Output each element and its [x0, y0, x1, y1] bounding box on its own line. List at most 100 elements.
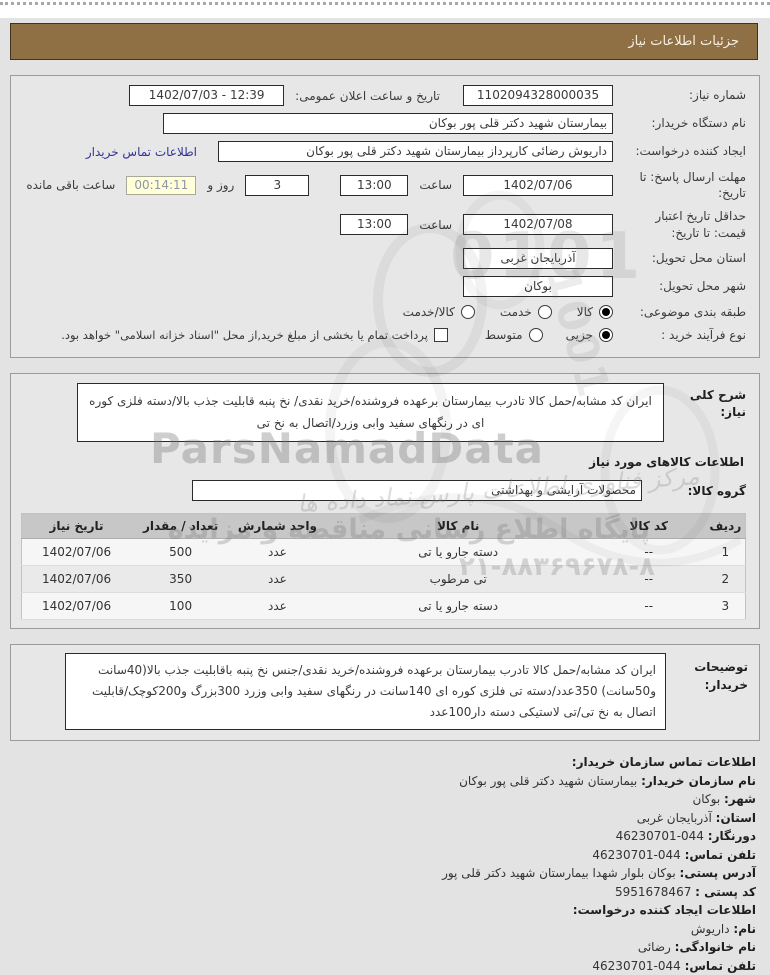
treasury-docs-checkbox[interactable]	[433, 328, 448, 343]
items-section: شرح کلی نیاز: ایران کد مشابه/حمل کالا تا…	[10, 373, 760, 630]
cell-item-name: دسته جارو یا تی	[324, 592, 592, 621]
reply-deadline-date-field[interactable]: 1402/07/06	[463, 174, 613, 196]
col-header-row-number: ردیف	[705, 513, 746, 540]
radio-goods-service-icon[interactable]	[460, 304, 475, 319]
delivery-province-label: استان محل تحویل:	[651, 251, 746, 266]
items-table-header-row: ردیف کد کالا نام کالا واحد شمارش تعداد /…	[21, 513, 746, 540]
radio-minor-label: جزیی	[565, 328, 593, 343]
cell-item-code: --	[591, 538, 706, 567]
delivery-city-row: شهر محل تحویل: بوکان	[21, 275, 746, 297]
items-heading: اطلاعات کالاهای مورد نیاز	[589, 455, 744, 470]
price-validity-label: حداقل تاریخ اعتبار قیمت: تا تاریخ:	[655, 209, 746, 240]
buyer-org-row: نام دستگاه خریدار: بیمارستان شهید دکتر ق…	[21, 113, 746, 134]
announce-datetime-field[interactable]: 12:39 - 1402/07/03	[129, 85, 285, 106]
remaining-time-label: ساعت باقی مانده	[26, 178, 116, 193]
creator-first-name: نام: داریوش	[690, 921, 756, 936]
subject-class-row: طبقه بندی موضوعی: کالا خدمت کالا/خدمت	[21, 304, 746, 320]
announce-datetime-label: تاریخ و ساعت اعلان عمومی:	[295, 88, 440, 103]
goods-group-field[interactable]: محصولات آرایشی و بهداشتی	[192, 480, 642, 502]
request-creator-row: ایجاد کننده درخواست: داریوش رضائی کارپرد…	[21, 141, 746, 162]
remaining-days-label: روز و	[207, 178, 235, 193]
contact-line-address: آدرس پستی: بوکان بلوار شهدا بیمارستان شه…	[442, 866, 756, 881]
reply-deadline-row: مهلت ارسال پاسخ: تا تاریخ: 1402/07/06 سا…	[21, 169, 746, 201]
request-creator-label: ایجاد کننده درخواست:	[635, 144, 746, 159]
purchase-process-label: نوع فرآیند خرید :	[661, 327, 746, 342]
cell-row-number: 2	[705, 565, 746, 594]
request-creator-field[interactable]: داریوش رضائی کارپرداز بیمارستان شهید دکت…	[218, 141, 613, 162]
need-desc-label: شرح کلی نیاز:	[689, 388, 746, 419]
cell-item-name: تی مرطوب	[324, 565, 592, 594]
creator-phone: تلفن تماس: 044-46230701	[592, 958, 756, 973]
col-header-item-code: کد کالا	[591, 513, 706, 540]
contact-line-phone: تلفن تماس: 044-46230701	[592, 847, 756, 862]
reply-deadline-label: مهلت ارسال پاسخ: تا تاریخ:	[639, 170, 746, 201]
reply-deadline-hour-label: ساعت	[419, 178, 452, 193]
subject-class-label: طبقه بندی موضوعی:	[639, 304, 746, 319]
contact-line-org: نام سازمان خریدار: بیمارستان شهید دکتر ق…	[459, 773, 756, 788]
price-validity-hour-field[interactable]: 13:00	[340, 214, 409, 236]
radio-service-label: خدمت	[499, 304, 532, 319]
creator-last-name: نام خانوادگی: رضائی	[637, 940, 756, 955]
contact-heading: اطلاعات تماس سازمان خریدار:	[571, 755, 756, 770]
col-header-unit: واحد شمارش	[230, 513, 325, 540]
cell-need-date: 1402/07/06	[21, 538, 132, 567]
page-top-dotted-line	[0, 0, 770, 18]
need-number-label: شماره نیاز:	[689, 88, 746, 103]
cell-quantity: 500	[131, 538, 231, 567]
radio-goods-icon[interactable]	[599, 304, 613, 319]
page-title: جزئیات اطلاعات نیاز	[628, 34, 739, 49]
buyer-notes-section: توضیحات خریدار: ایران کد مشابه/حمل کالا …	[10, 644, 760, 742]
contact-line-fax: دورنگار: 044-46230701	[615, 829, 756, 844]
delivery-province-field[interactable]: آذربایجان غربی	[463, 247, 613, 269]
col-header-need-date: تاریخ نیاز	[21, 513, 132, 540]
table-row: 3 -- دسته جارو یا تی عدد 100 1402/07/06	[21, 592, 746, 621]
need-number-row: شماره نیاز: 1102094328000035 تاریخ و ساع…	[21, 85, 746, 106]
radio-medium-icon[interactable]	[528, 328, 543, 343]
goods-group-row: گروه کالا: محصولات آرایشی و بهداشتی	[21, 480, 746, 502]
buyer-contact-block: اطلاعات تماس سازمان خریدار: نام سازمان خ…	[14, 754, 756, 975]
need-number-field[interactable]: 1102094328000035	[463, 85, 613, 106]
buyer-notes-label: توضیحات خریدار:	[694, 660, 748, 692]
request-info-section: شماره نیاز: 1102094328000035 تاریخ و ساع…	[10, 75, 760, 359]
radio-service-icon[interactable]	[537, 304, 552, 319]
cell-need-date: 1402/07/06	[21, 565, 132, 594]
contact-line-province: استان: آذربایجان غربی	[636, 810, 756, 825]
price-validity-date-field[interactable]: 1402/07/08	[463, 214, 613, 236]
contact-line-city: شهر: بوکان	[692, 792, 756, 807]
table-row: 2 -- تی مرطوب عدد 350 1402/07/06	[21, 565, 746, 594]
col-header-item-name: نام کالا	[324, 513, 592, 540]
cell-row-number: 1	[705, 538, 746, 567]
page-title-bar: جزئیات اطلاعات نیاز	[10, 23, 758, 60]
buyer-contact-link[interactable]: اطلاعات تماس خریدار	[85, 144, 197, 159]
radio-minor-icon[interactable]	[599, 328, 613, 343]
delivery-province-row: استان محل تحویل: آذربایجان غربی	[21, 247, 746, 269]
table-row: 1 -- دسته جارو یا تی عدد 500 1402/07/06	[21, 538, 746, 567]
cell-unit: عدد	[230, 565, 325, 594]
price-validity-hour-label: ساعت	[419, 217, 452, 232]
cell-need-date: 1402/07/06	[21, 592, 132, 621]
radio-goods-label: کالا	[576, 304, 593, 319]
need-desc-row: شرح کلی نیاز: ایران کد مشابه/حمل کالا تا…	[21, 383, 746, 443]
remaining-days-field[interactable]: 3	[245, 174, 310, 196]
purchase-process-row: نوع فرآیند خرید : جزیی متوسط پرداخت تمام…	[21, 327, 746, 343]
buyer-notes-field[interactable]: ایران کد مشابه/حمل کالا تادرب بیمارستان …	[65, 653, 666, 731]
creator-info-heading: اطلاعات ایجاد کننده درخواست:	[572, 903, 756, 918]
reply-deadline-hour-field[interactable]: 13:00	[340, 174, 409, 196]
col-header-quantity: تعداد / مقدار	[131, 513, 231, 540]
buyer-org-field[interactable]: بیمارستان شهید دکتر قلی پور بوکان	[163, 113, 613, 134]
need-desc-field[interactable]: ایران کد مشابه/حمل کالا تادرب بیمارستان …	[77, 383, 664, 443]
contact-line-postal: کد پستی : 5951678467	[614, 884, 756, 899]
price-validity-row: حداقل تاریخ اعتبار قیمت: تا تاریخ: 1402/…	[21, 208, 746, 240]
buyer-org-label: نام دستگاه خریدار:	[651, 116, 747, 131]
delivery-city-label: شهر محل تحویل:	[659, 279, 746, 294]
cell-quantity: 100	[131, 592, 231, 621]
cell-item-name: دسته جارو یا تی	[324, 538, 592, 567]
cell-item-code: --	[591, 592, 706, 621]
radio-goods-service-label: کالا/خدمت	[402, 304, 455, 319]
goods-group-label: گروه کالا:	[687, 483, 746, 498]
radio-medium-label: متوسط	[484, 328, 523, 343]
remaining-time-counter: 00:14:11	[126, 175, 197, 195]
items-table: ردیف کد کالا نام کالا واحد شمارش تعداد /…	[21, 513, 746, 621]
treasury-docs-label: پرداخت تمام یا بخشی از مبلغ خرید,از محل …	[61, 328, 428, 343]
delivery-city-field[interactable]: بوکان	[463, 275, 613, 297]
